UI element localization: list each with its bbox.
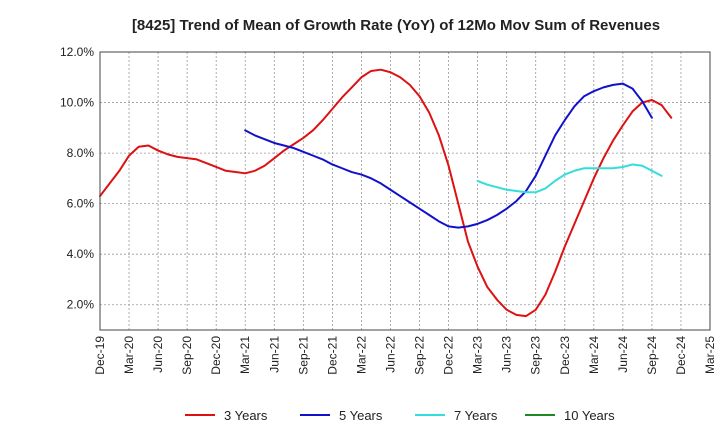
- grid: [100, 51, 710, 330]
- x-tick-label: Jun-23: [500, 336, 514, 373]
- y-tick-label: 12.0%: [60, 45, 94, 59]
- x-tick-label: Dec-22: [442, 336, 456, 375]
- x-tick-label: Jun-22: [383, 336, 397, 373]
- x-tick-label: Jun-21: [267, 336, 281, 373]
- x-tick-label: Mar-23: [471, 336, 485, 374]
- y-tick-label: 10.0%: [60, 96, 94, 110]
- y-tick-label: 2.0%: [67, 298, 95, 312]
- x-tick-label: Sep-23: [529, 336, 543, 375]
- x-tick-label: Jun-24: [616, 336, 630, 373]
- y-tick-label: 4.0%: [67, 247, 95, 261]
- series-lines: [99, 68, 673, 318]
- x-tick-label: Dec-19: [93, 336, 107, 375]
- legend-label: 10 Years: [564, 408, 615, 423]
- legend-label: 3 Years: [224, 408, 268, 423]
- y-axis-ticks: 2.0% 4.0% 6.0% 8.0% 10.0% 12.0%: [60, 45, 94, 312]
- x-axis-ticks: Dec-19 Mar-20 Jun-20 Sep-20 Dec-20 Mar-21 Jun-…: [93, 336, 717, 375]
- legend: 3 Years 5 Years 7 Years 10 Years: [185, 408, 615, 423]
- y-tick-label: 8.0%: [67, 146, 95, 160]
- x-tick-label: Sep-22: [413, 336, 427, 375]
- x-tick-label: Dec-23: [558, 336, 572, 375]
- x-tick-label: Mar-25: [703, 336, 717, 374]
- series-line-7-years: [476, 163, 663, 194]
- x-tick-label: Sep-24: [645, 336, 659, 375]
- legend-label: 7 Years: [454, 408, 498, 423]
- x-tick-label: Dec-21: [325, 336, 339, 375]
- x-tick-label: Mar-24: [587, 336, 601, 374]
- y-tick-label: 6.0%: [67, 197, 95, 211]
- x-tick-label: Sep-21: [296, 336, 310, 375]
- series-line-3-years: [99, 68, 673, 318]
- x-tick-label: Dec-24: [674, 336, 688, 375]
- x-tick-label: Mar-21: [238, 336, 252, 374]
- x-tick-label: Jun-20: [151, 336, 165, 373]
- x-tick-label: Dec-20: [209, 336, 223, 375]
- plot-frame: [99, 51, 711, 331]
- chart-title: [8425] Trend of Mean of Growth Rate (YoY…: [132, 17, 660, 34]
- legend-label: 5 Years: [339, 408, 383, 423]
- series-line-5-years: [244, 82, 653, 229]
- x-tick-label: Sep-20: [180, 336, 194, 375]
- x-tick-label: Mar-22: [354, 336, 368, 374]
- x-tick-label: Mar-20: [122, 336, 136, 374]
